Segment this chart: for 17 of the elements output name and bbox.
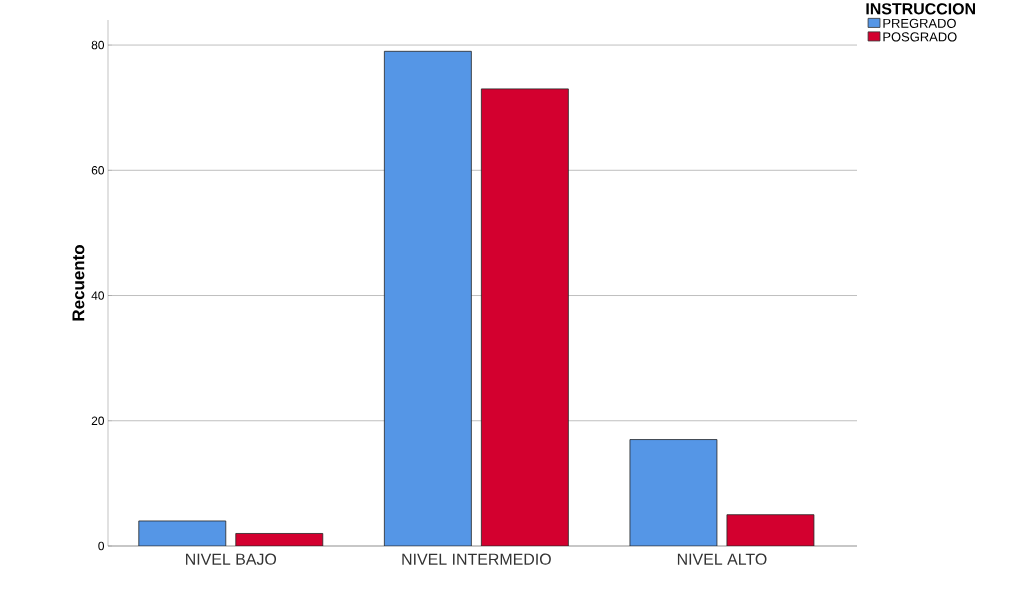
- y-tick-label: 80: [91, 40, 105, 50]
- x-tick-label: NIVEL INTERMEDIO: [402, 553, 551, 565]
- y-tick-label: 0: [98, 541, 105, 551]
- bar: [138, 520, 227, 546]
- bar: [629, 439, 718, 546]
- legend-label: POSGRADO: [883, 32, 957, 42]
- y-axis-title: Recuento: [72, 245, 85, 321]
- legend-title: INSTRUCCION: [866, 3, 975, 15]
- y-tick-label: 40: [91, 291, 105, 300]
- x-tick-label: NIVEL ALTO: [677, 553, 767, 565]
- legend-label: PREGRADO: [883, 18, 956, 28]
- bar: [726, 514, 815, 546]
- y-tick-label: 60: [91, 166, 105, 175]
- bar: [383, 50, 472, 546]
- y-tick-label: 20: [91, 416, 105, 425]
- x-tick-label: NIVEL BAJO: [186, 553, 277, 565]
- bar: [480, 88, 569, 546]
